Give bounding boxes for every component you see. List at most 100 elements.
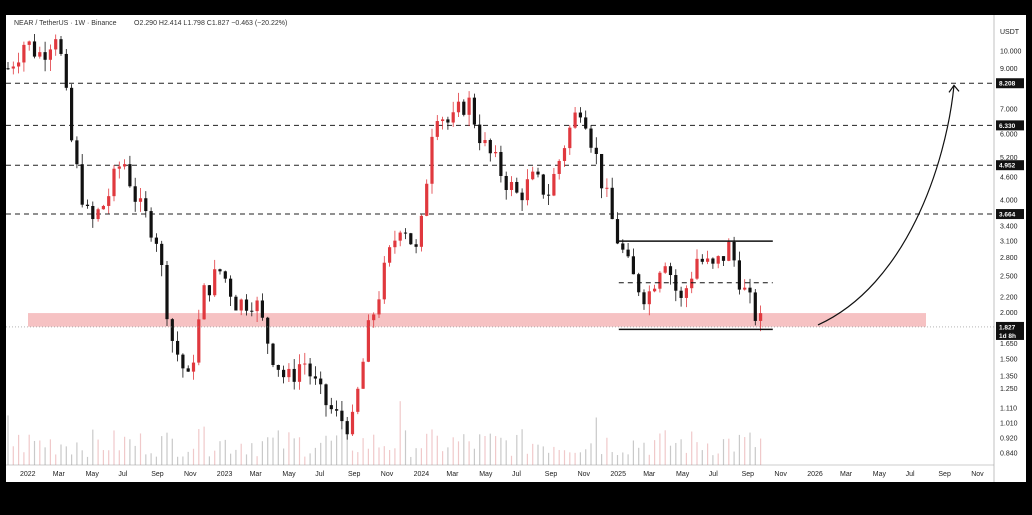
volume-bar-41: [224, 439, 226, 465]
candle-body-38: [207, 285, 211, 296]
volume-bar-21: [118, 450, 120, 465]
volume-bar-130: [696, 442, 698, 465]
candle-body-135: [721, 256, 726, 261]
candle-body-4: [27, 41, 31, 45]
volume-bar-133: [712, 455, 714, 465]
candle-body-133: [711, 258, 715, 264]
candle-body-67: [361, 361, 365, 389]
volume-bar-94: [505, 440, 507, 465]
volume-bar-61: [330, 440, 332, 465]
x-tick-label-12: 2024: [414, 471, 430, 478]
candle-body-128: [684, 288, 688, 298]
volume-bar-104: [558, 449, 560, 465]
volume-bar-88: [473, 448, 475, 465]
candle-body-36: [197, 319, 201, 363]
volume-bar-13: [76, 442, 78, 465]
volume-bar-86: [463, 434, 465, 465]
y-tick-label-6: 4.000: [1000, 197, 1018, 204]
chart-header-ohlc: O2.290 H2.414 L1.798 C1.827 −0.463 (−20.…: [134, 20, 287, 27]
candle-body-82: [441, 119, 445, 122]
volume-bar-56: [304, 456, 306, 465]
level-tag-label-2: 4.952: [999, 163, 1016, 170]
volume-bar-36: [198, 429, 200, 465]
volume-bar-35: [192, 448, 195, 465]
level-tag-bg-0: [996, 78, 1024, 89]
volume-bar-27: [150, 453, 152, 465]
candle-body-85: [456, 101, 461, 113]
candle-body-122: [653, 288, 657, 292]
candle-body-80: [430, 136, 434, 184]
volume-bar-76: [410, 456, 412, 465]
volume-bar-39: [214, 450, 216, 465]
volume-bar-89: [479, 434, 481, 465]
volume-bar-30: [166, 432, 168, 465]
candle-body-45: [244, 299, 249, 311]
volume-bar-139: [744, 437, 746, 465]
volume-bar-106: [569, 452, 571, 465]
x-tick-label-22: Sep: [742, 471, 755, 478]
candle-body-10: [59, 39, 63, 54]
candle-body-120: [642, 292, 646, 305]
candle-body-57: [308, 363, 312, 377]
x-tick-label-8: May: [282, 471, 296, 478]
volume-bar-43: [235, 449, 237, 465]
volume-bar-109: [585, 449, 587, 465]
candle-body-139: [743, 287, 747, 290]
candle-body-53: [287, 368, 291, 378]
candle-body-43: [234, 296, 238, 311]
volume-bar-119: [638, 447, 640, 465]
y-tick-label-12: 2.000: [1000, 310, 1018, 317]
y-tick-label-3: 6.000: [1000, 132, 1018, 139]
candle-body-52: [282, 369, 286, 378]
volume-bar-14: [81, 450, 83, 465]
volume-bar-107: [574, 452, 576, 465]
volume-bar-123: [659, 433, 661, 465]
volume-bar-24: [134, 445, 136, 465]
y-tick-label-15: 1.350: [1000, 374, 1018, 381]
candle-body-9: [54, 39, 58, 50]
candle-body-140: [748, 287, 752, 293]
volume-bar-28: [155, 456, 157, 465]
candle-body-114: [610, 187, 614, 220]
candle-body-75: [403, 232, 408, 234]
volume-bar-19: [108, 450, 110, 465]
candle-body-132: [706, 258, 710, 262]
volume-bar-15: [86, 456, 89, 465]
volume-bar-53: [288, 432, 290, 465]
volume-bar-101: [542, 446, 544, 465]
level-tag-label-0: 8.208: [999, 81, 1016, 88]
candle-body-124: [663, 266, 667, 273]
volume-bar-84: [452, 437, 454, 465]
candle-body-110: [589, 128, 593, 148]
candle-body-81: [435, 121, 439, 137]
candle-body-79: [425, 183, 429, 216]
candle-body-49: [266, 317, 270, 344]
candle-body-33: [181, 354, 185, 369]
volume-bar-8: [49, 439, 51, 465]
candle-body-129: [690, 278, 694, 289]
volume-bar-59: [320, 442, 322, 465]
volume-bar-67: [362, 438, 364, 465]
volume-bar-126: [675, 442, 677, 465]
volume-bar-18: [102, 450, 104, 465]
volume-bar-112: [601, 454, 603, 465]
y-tick-label-13: 1.650: [1000, 341, 1018, 348]
candle-body-105: [562, 148, 567, 161]
volume-bar-32: [177, 456, 179, 465]
x-tick-label-20: May: [676, 471, 690, 478]
volume-bar-83: [447, 447, 449, 465]
x-tick-label-13: Mar: [446, 471, 459, 478]
candle-body-72: [388, 247, 392, 263]
volume-bar-9: [55, 454, 57, 465]
candle-body-86: [462, 101, 466, 115]
volume-bar-102: [548, 452, 550, 465]
candle-body-11: [64, 53, 68, 88]
candle-body-31: [170, 319, 174, 341]
x-tick-label-1: Mar: [53, 471, 66, 478]
volume-bar-93: [500, 437, 502, 465]
current-price-countdown: 1d 8h: [999, 333, 1016, 340]
x-tick-label-15: Jul: [512, 471, 521, 478]
chart-header-symbol: NEAR / TetherUS · 1W · Binance: [14, 20, 117, 27]
volume-bar-99: [532, 443, 534, 465]
candle-body-29: [160, 243, 164, 266]
